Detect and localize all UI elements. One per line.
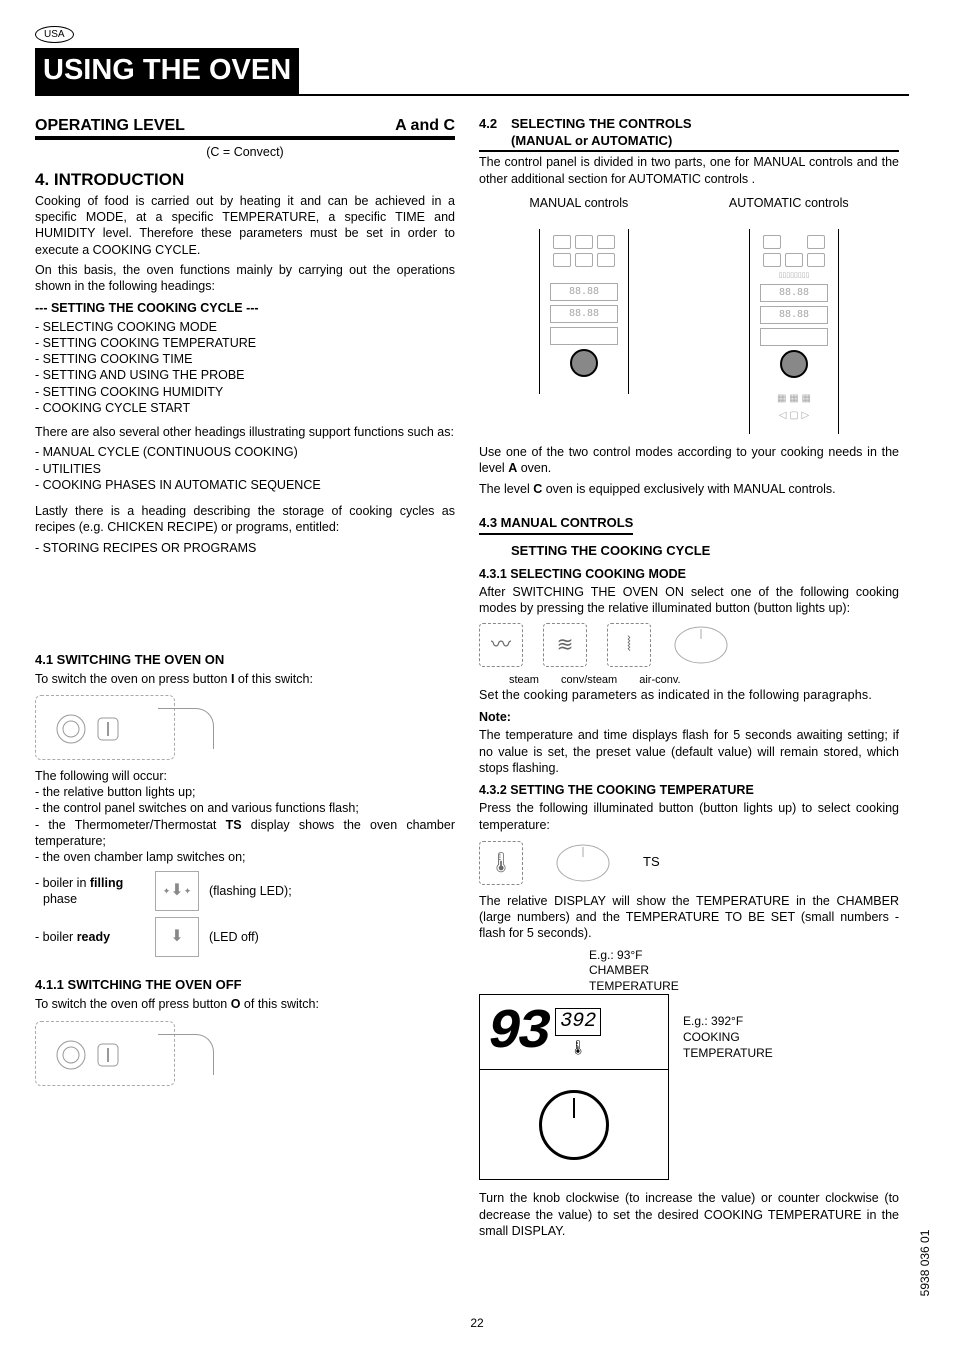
conv-steam-mode-icon: ≋ <box>543 623 587 667</box>
list-item: - SETTING COOKING TIME <box>35 351 455 367</box>
s431-p: After SWITCHING THE OVEN ON select one o… <box>479 584 899 617</box>
steam-mode-icon: 〰 <box>479 623 523 667</box>
lastly-p: Lastly there is a heading describing the… <box>35 503 455 536</box>
document-code: 5938 036 01 <box>918 1230 934 1297</box>
temperature-display: 93 392 🌡 <box>479 994 669 1070</box>
s411-p: To switch the oven off press button O of… <box>35 996 455 1012</box>
s43-heading: 4.3 MANUAL CONTROLS <box>479 515 633 535</box>
page-number: 22 <box>470 1316 483 1332</box>
s42-use: Use one of the two control modes accordi… <box>479 444 899 477</box>
s42-heading: 4.2SELECTING THE CONTROLS(MANUAL or AUTO… <box>479 116 899 153</box>
list-item: - COOKING CYCLE START <box>35 400 455 416</box>
region-badge: USA <box>35 26 74 43</box>
boiler-ready-row: - boiler ready ⬇ (LED off) <box>35 917 455 957</box>
list-item: - COOKING PHASES IN AUTOMATIC SEQUENCE <box>35 477 455 493</box>
automatic-panel-illustration: ▯▯▯▯▯▯▯▯ 88.88 88.88 ▦ ▦ ▦ ◁ ▢ ▷ <box>749 229 839 434</box>
knob-panel <box>479 1070 669 1180</box>
list-item: - SETTING COOKING HUMIDITY <box>35 384 455 400</box>
switch-on-illustration <box>35 695 175 760</box>
cooking-temp-value: 392 <box>555 1008 601 1036</box>
control-knob[interactable] <box>539 1090 609 1160</box>
list-item: - SETTING AND USING THE PROBE <box>35 367 455 383</box>
storing-item: - STORING RECIPES OR PROGRAMS <box>35 540 455 556</box>
boiler-fill-icon: ⬇ <box>155 871 199 911</box>
op-level-value: A and C <box>395 116 455 137</box>
title-bar: USING THE OVEN <box>35 48 909 96</box>
temperature-button-icon: 🌡 <box>479 841 523 885</box>
page-title: USING THE OVEN <box>35 48 299 94</box>
support-p: There are also several other headings il… <box>35 424 455 440</box>
list-item: - the relative button lights up; <box>35 784 455 800</box>
led-off-note: (LED off) <box>209 929 259 945</box>
s42-p: The control panel is divided in two part… <box>479 154 899 187</box>
boiler-filling-row: - boiler in filling phase ⬇ (flashing LE… <box>35 871 455 911</box>
list-item: - the control panel switches on and vari… <box>35 800 455 816</box>
chamber-label: E.g.: 93°F CHAMBER TEMPERATURE <box>589 948 679 995</box>
note-p: The temperature and time displays flash … <box>479 727 899 776</box>
s411-heading: 4.1.1 SWITCHING THE OVEN OFF <box>35 977 455 994</box>
convect-note: (C = Convect) <box>35 144 455 160</box>
boiler-ready-icon: ⬇ <box>155 917 199 957</box>
occur-ts: - the Thermometer/Thermostat TS display … <box>35 817 455 850</box>
mode-label: air-conv. <box>639 673 680 687</box>
mode-label: conv/steam <box>561 673 617 687</box>
ts-button-row: 🌡 TS <box>479 841 899 885</box>
s432-heading: 4.3.2 SETTING THE COOKING TEMPERATURE <box>479 782 899 798</box>
controls-labels: MANUAL controls AUTOMATIC controls <box>479 195 899 211</box>
list-item: - SETTING COOKING TEMPERATURE <box>35 335 455 351</box>
cycle-heading: --- SETTING THE COOKING CYCLE --- <box>35 300 455 316</box>
automatic-label: AUTOMATIC controls <box>729 195 849 211</box>
list-item: - MANUAL CYCLE (CONTINUOUS COOKING) <box>35 444 455 460</box>
right-column: 4.2SELECTING THE CONTROLS(MANUAL or AUTO… <box>479 116 899 1243</box>
s431-p2: Set the cooking parameters as indicated … <box>479 687 899 703</box>
op-level-label: OPERATING LEVEL <box>35 116 185 137</box>
list-item: - SELECTING COOKING MODE <box>35 319 455 335</box>
s431-heading: 4.3.1 SELECTING COOKING MODE <box>479 566 899 582</box>
s432-p3: Turn the knob clockwise (to increase the… <box>479 1190 899 1239</box>
s43-subheading: SETTING THE COOKING CYCLE <box>511 543 899 560</box>
occur-p: The following will occur: <box>35 768 455 784</box>
s432-p2: The relative DISPLAY will show the TEMPE… <box>479 893 899 942</box>
intro-heading: 4. INTRODUCTION <box>35 169 455 191</box>
manual-panel-illustration: 88.88 88.88 <box>539 229 629 394</box>
list-item: - the oven chamber lamp switches on; <box>35 849 455 865</box>
mode-label: steam <box>509 673 539 687</box>
knob-icon <box>671 623 731 667</box>
cooking-temp-label: E.g.: 392°F COOKING TEMPERATURE <box>683 1014 773 1061</box>
operating-level-heading: OPERATING LEVEL A and C <box>35 116 455 137</box>
intro-p1: Cooking of food is carried out by heatin… <box>35 193 455 258</box>
s432-p: Press the following illuminated button (… <box>479 800 899 833</box>
s41-heading: 4.1 SWITCHING THE OVEN ON <box>35 652 455 669</box>
mode-labels-row: steam conv/steam air-conv. <box>509 673 899 687</box>
note-heading: Note: <box>479 709 899 725</box>
cycle-list: - SELECTING COOKING MODE - SETTING COOKI… <box>35 319 455 417</box>
s42-levelc: The level C oven is equipped exclusively… <box>479 481 899 497</box>
chamber-temp-value: 93 <box>488 996 547 1069</box>
mode-icons-row: 〰 ≋ ⦚ <box>479 623 899 667</box>
air-conv-mode-icon: ⦚ <box>607 623 651 667</box>
flashing-led-note: (flashing LED); <box>209 883 292 899</box>
intro-p2: On this basis, the oven functions mainly… <box>35 262 455 295</box>
switch-off-illustration <box>35 1021 175 1086</box>
manual-label: MANUAL controls <box>529 195 628 211</box>
list-item: - UTILITIES <box>35 461 455 477</box>
support-list: - MANUAL CYCLE (CONTINUOUS COOKING) - UT… <box>35 444 455 493</box>
knob-icon <box>553 841 613 885</box>
ts-label: TS <box>643 854 660 871</box>
s41-p: To switch the oven on press button I of … <box>35 671 455 687</box>
left-column: OPERATING LEVEL A and C (C = Convect) 4.… <box>35 116 455 1243</box>
